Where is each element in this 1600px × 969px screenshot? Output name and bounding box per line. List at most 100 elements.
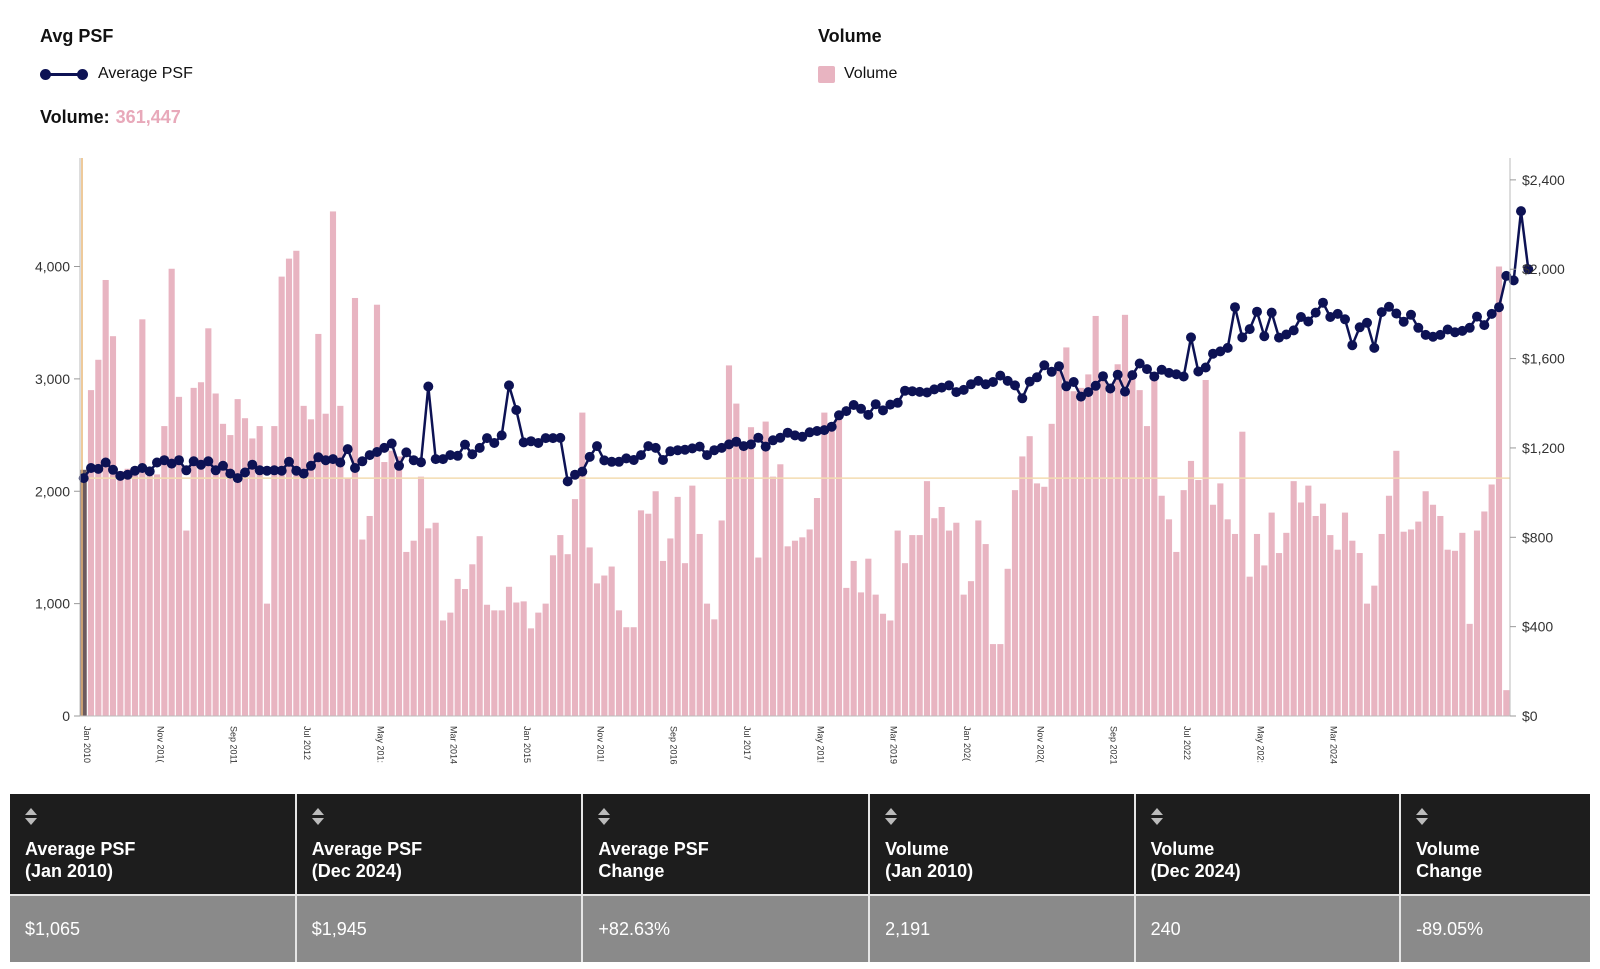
avg-psf-point[interactable] [577,466,588,477]
avg-psf-point[interactable] [511,405,522,415]
volume-bar[interactable] [1217,483,1224,716]
avg-psf-point[interactable] [599,455,610,466]
avg-psf-point[interactable] [878,405,888,416]
volume-bar[interactable] [520,601,527,716]
volume-bar[interactable] [95,359,102,716]
volume-bar[interactable] [1143,426,1151,716]
volume-bar[interactable] [168,268,175,716]
volume-bar[interactable] [1437,515,1444,716]
avg-psf-point[interactable] [944,380,954,391]
avg-psf-point[interactable] [540,433,551,444]
volume-bar[interactable] [1297,502,1305,716]
volume-bar[interactable] [1224,519,1231,716]
volume-bar[interactable] [1481,511,1488,716]
volume-bar[interactable] [527,628,535,716]
volume-bar[interactable] [87,390,95,716]
avg-psf-point[interactable] [760,441,771,452]
volume-bar[interactable] [263,603,271,716]
volume-bar[interactable] [161,426,168,716]
volume-bar[interactable] [894,530,901,716]
volume-bar[interactable] [1041,486,1048,716]
avg-psf-point[interactable] [1310,307,1321,318]
volume-bar[interactable] [777,464,784,716]
volume-bar[interactable] [491,610,498,716]
volume-bar[interactable] [1011,490,1019,716]
volume-bar[interactable] [153,474,161,716]
volume-bar[interactable] [1451,550,1459,716]
avg-psf-point[interactable] [174,455,184,466]
avg-psf-point[interactable] [181,465,192,476]
avg-psf-point[interactable] [1098,371,1108,382]
avg-psf-point[interactable] [1142,364,1152,375]
avg-psf-point[interactable] [1039,360,1050,371]
avg-psf-point[interactable] [78,473,89,484]
volume-bar[interactable] [813,498,821,716]
volume-bar[interactable] [1202,380,1209,716]
avg-psf-point[interactable] [372,447,382,457]
sort-icon[interactable] [1150,808,1163,826]
volume-bar[interactable] [1231,533,1239,716]
avg-psf-point[interactable] [1090,380,1101,391]
avg-psf-point[interactable] [430,454,441,465]
avg-psf-point[interactable] [914,386,925,397]
volume-bar[interactable] [571,499,579,716]
volume-bar[interactable] [542,603,549,716]
volume-bar[interactable] [1114,364,1121,716]
sort-icon[interactable] [25,808,37,826]
volume-bar[interactable] [219,423,227,716]
avg-psf-point[interactable] [1501,270,1512,281]
volume-bar[interactable] [117,471,124,716]
avg-psf-point[interactable] [584,451,595,462]
avg-psf-point[interactable] [1340,314,1350,325]
volume-bar[interactable] [769,476,777,716]
volume-bar[interactable] [1503,690,1510,716]
avg-psf-point[interactable] [907,386,918,397]
volume-bar[interactable] [630,627,637,716]
avg-psf-point[interactable] [1054,361,1064,372]
volume-bar[interactable] [212,393,219,716]
avg-psf-point[interactable] [834,410,844,421]
volume-bar[interactable] [689,485,696,716]
avg-psf-point[interactable] [1076,391,1086,402]
volume-bar[interactable] [711,619,718,716]
volume-bar[interactable] [674,496,681,716]
volume-bar[interactable] [505,586,513,716]
volume-bar[interactable] [821,412,828,716]
volume-bar[interactable] [718,520,725,716]
volume-bar[interactable] [1055,369,1063,716]
avg-psf-point[interactable] [1046,366,1057,377]
avg-psf-point[interactable] [1288,325,1299,336]
volume-bar[interactable] [1026,436,1033,716]
column-header[interactable]: Average PSF Change [582,794,871,895]
volume-bar[interactable] [1429,504,1437,716]
avg-psf-point[interactable] [108,464,118,475]
volume-bar[interactable] [1253,533,1261,716]
volume-bar[interactable] [381,462,388,716]
avg-psf-point[interactable] [1398,316,1409,327]
volume-bar[interactable] [872,594,879,716]
avg-psf-point[interactable] [1105,383,1116,394]
avg-psf-point[interactable] [1083,387,1094,398]
volume-bar[interactable] [1385,495,1393,716]
volume-bar[interactable] [909,535,916,716]
sort-icon[interactable] [311,808,324,826]
avg-psf-point[interactable] [746,439,756,450]
avg-psf-point[interactable] [650,442,661,453]
volume-bar[interactable] [1349,540,1356,716]
avg-psf-point[interactable] [856,403,866,414]
volume-bar[interactable] [461,589,469,716]
volume-bar[interactable] [931,518,938,716]
volume-bar[interactable] [1158,495,1165,716]
volume-bar[interactable] [601,575,608,716]
volume-bar[interactable] [879,613,887,716]
volume-bar[interactable] [1495,266,1503,716]
avg-psf-point[interactable] [1318,297,1328,308]
avg-psf-point[interactable] [474,442,485,453]
volume-bar[interactable] [608,566,615,716]
avg-psf-point[interactable] [900,385,910,396]
avg-psf-point[interactable] [555,432,566,443]
avg-psf-point[interactable] [1354,322,1365,333]
volume-bar[interactable] [1187,460,1195,716]
volume-bar[interactable] [432,522,439,716]
avg-psf-point[interactable] [262,465,272,476]
